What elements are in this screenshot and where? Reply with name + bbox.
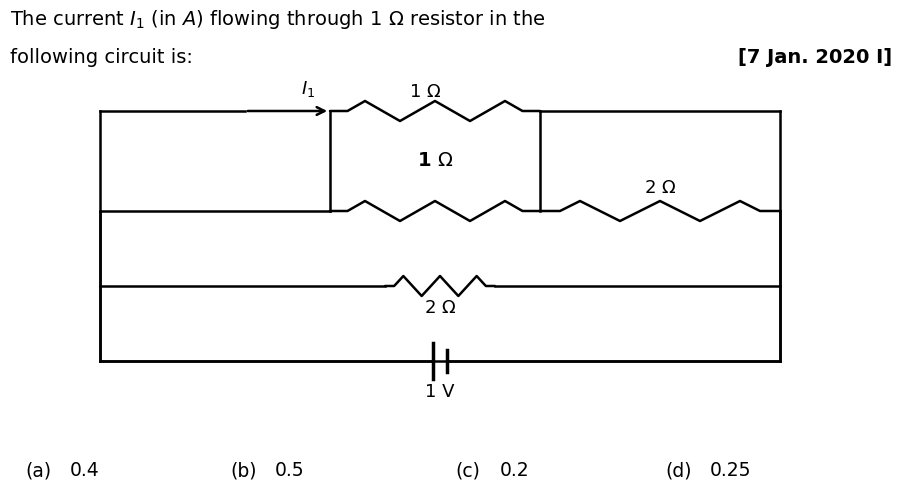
Text: (b): (b) — [230, 461, 257, 481]
Text: 1 $\Omega$: 1 $\Omega$ — [417, 151, 453, 171]
Text: (a): (a) — [25, 461, 51, 481]
Text: 0.4: 0.4 — [70, 461, 100, 481]
Text: 1 $\Omega$: 1 $\Omega$ — [409, 83, 441, 101]
Text: $I_1$: $I_1$ — [301, 79, 315, 99]
Text: [7 Jan. 2020 I]: [7 Jan. 2020 I] — [738, 48, 892, 67]
Text: 1 V: 1 V — [425, 383, 455, 401]
Text: 2 $\Omega$: 2 $\Omega$ — [644, 179, 676, 197]
Text: 0.5: 0.5 — [275, 461, 305, 481]
Text: 0.25: 0.25 — [710, 461, 751, 481]
Text: The current $I_1$ (in $A$) flowing through 1 $\Omega$ resistor in the: The current $I_1$ (in $A$) flowing throu… — [10, 8, 546, 31]
Text: following circuit is:: following circuit is: — [10, 48, 193, 67]
Text: (c): (c) — [455, 461, 480, 481]
Text: (d): (d) — [665, 461, 691, 481]
Text: 0.2: 0.2 — [500, 461, 530, 481]
Text: 2 $\Omega$: 2 $\Omega$ — [423, 299, 456, 317]
